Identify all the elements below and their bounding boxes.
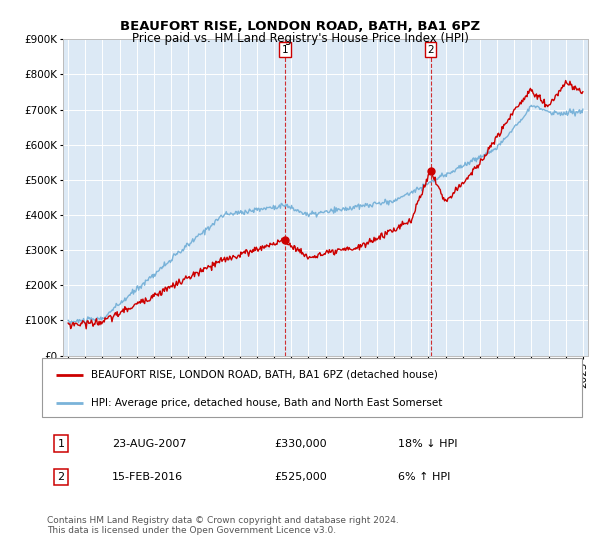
Text: 1: 1 xyxy=(281,45,289,55)
Text: 2: 2 xyxy=(58,472,64,482)
Text: 2: 2 xyxy=(427,45,434,55)
Text: Contains HM Land Registry data © Crown copyright and database right 2024.
This d: Contains HM Land Registry data © Crown c… xyxy=(47,516,399,535)
Text: BEAUFORT RISE, LONDON ROAD, BATH, BA1 6PZ (detached house): BEAUFORT RISE, LONDON ROAD, BATH, BA1 6P… xyxy=(91,370,437,380)
Text: HPI: Average price, detached house, Bath and North East Somerset: HPI: Average price, detached house, Bath… xyxy=(91,398,442,408)
Text: £525,000: £525,000 xyxy=(274,472,327,482)
Text: BEAUFORT RISE, LONDON ROAD, BATH, BA1 6PZ: BEAUFORT RISE, LONDON ROAD, BATH, BA1 6P… xyxy=(120,20,480,32)
Text: 6% ↑ HPI: 6% ↑ HPI xyxy=(398,472,451,482)
Text: £330,000: £330,000 xyxy=(274,438,327,449)
Text: 23-AUG-2007: 23-AUG-2007 xyxy=(112,438,187,449)
Text: 1: 1 xyxy=(58,438,64,449)
FancyBboxPatch shape xyxy=(42,358,582,417)
Text: 18% ↓ HPI: 18% ↓ HPI xyxy=(398,438,458,449)
Text: Price paid vs. HM Land Registry's House Price Index (HPI): Price paid vs. HM Land Registry's House … xyxy=(131,32,469,45)
Text: 15-FEB-2016: 15-FEB-2016 xyxy=(112,472,184,482)
